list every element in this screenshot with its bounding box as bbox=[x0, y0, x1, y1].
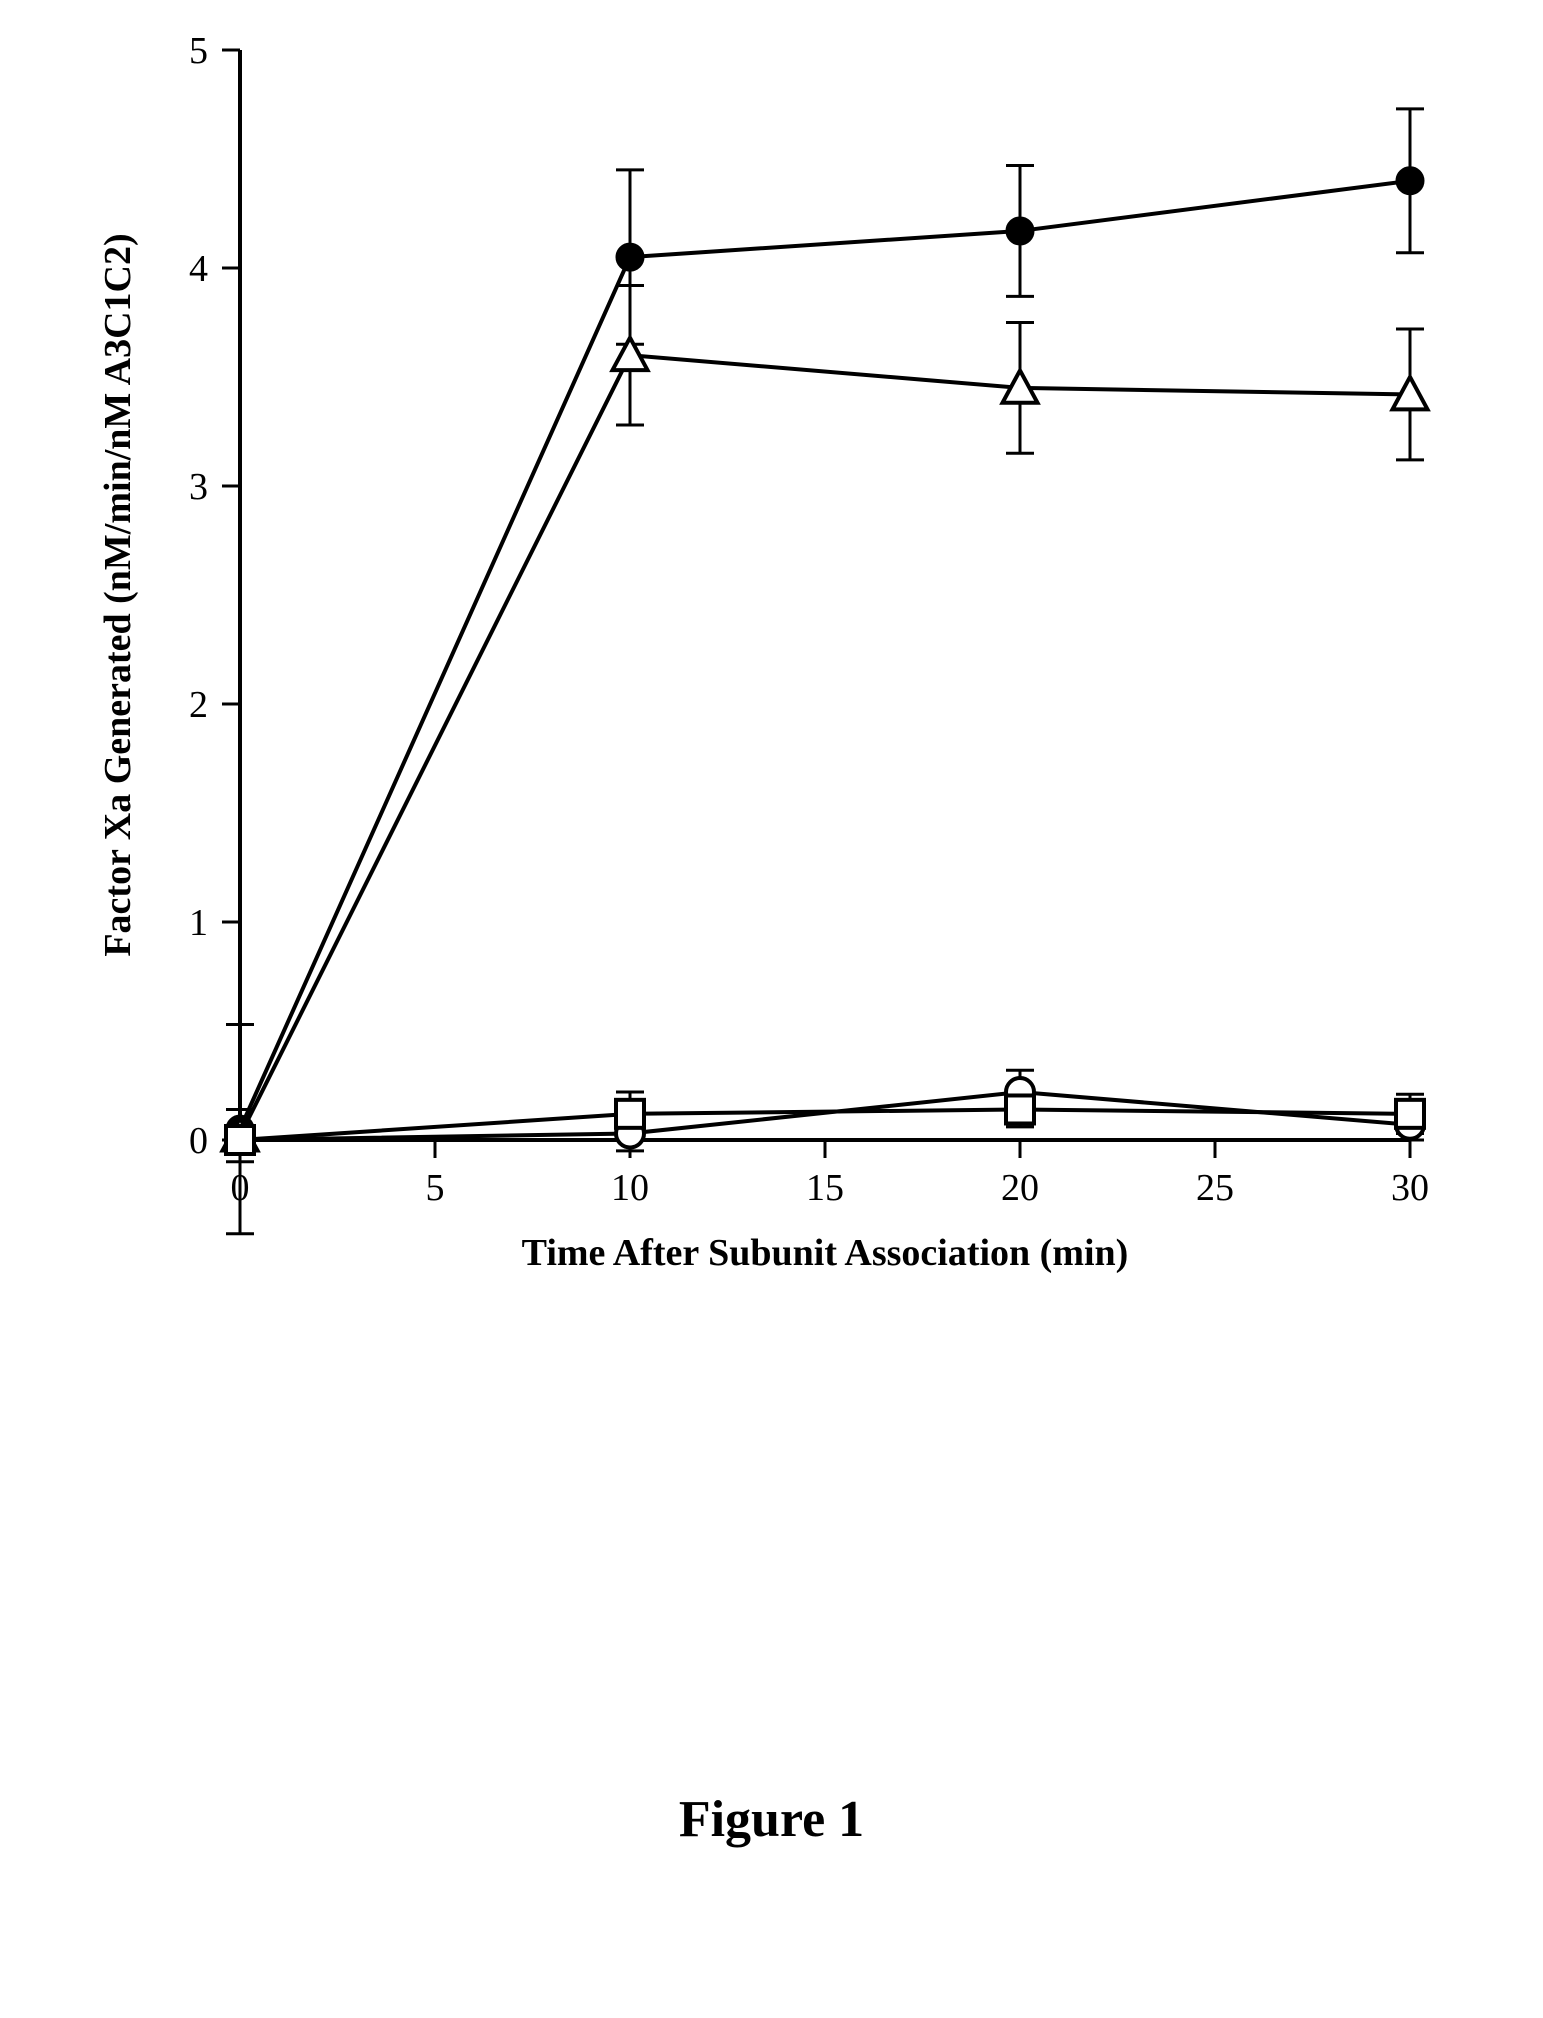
figure-caption: Figure 1 bbox=[0, 1790, 1543, 1849]
svg-text:25: 25 bbox=[1196, 1167, 1234, 1209]
svg-text:5: 5 bbox=[189, 30, 208, 72]
svg-text:1: 1 bbox=[189, 902, 208, 944]
page: 012345051015202530Time After Subunit Ass… bbox=[0, 0, 1543, 2018]
svg-text:Factor Xa Generated (nM/min/nM: Factor Xa Generated (nM/min/nM A3C1C2) bbox=[97, 233, 139, 956]
svg-text:20: 20 bbox=[1001, 1167, 1039, 1209]
svg-text:3: 3 bbox=[189, 466, 208, 508]
svg-text:30: 30 bbox=[1391, 1167, 1429, 1209]
svg-text:0: 0 bbox=[189, 1120, 208, 1162]
svg-text:Time After Subunit Association: Time After Subunit Association (min) bbox=[522, 1232, 1129, 1274]
svg-text:5: 5 bbox=[426, 1167, 445, 1209]
svg-text:10: 10 bbox=[611, 1167, 649, 1209]
svg-text:15: 15 bbox=[806, 1167, 844, 1209]
svg-text:2: 2 bbox=[189, 684, 208, 726]
svg-text:4: 4 bbox=[189, 248, 208, 290]
chart-svg: 012345051015202530Time After Subunit Ass… bbox=[90, 20, 1450, 1300]
chart-container: 012345051015202530Time After Subunit Ass… bbox=[90, 20, 1450, 1300]
